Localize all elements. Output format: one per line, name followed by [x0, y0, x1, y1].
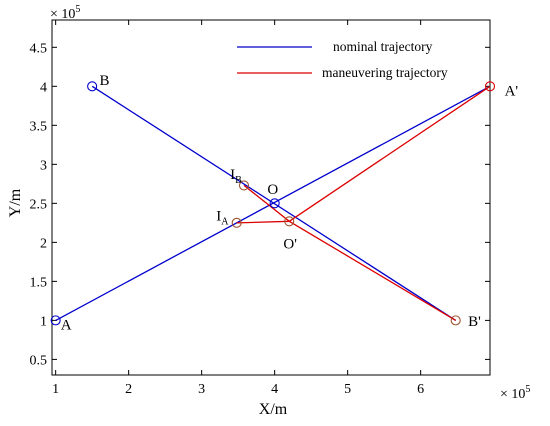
point-marker — [50, 315, 61, 326]
y-axis-multiplier: × 105 — [50, 4, 80, 22]
maneuvering-trajectory-segment — [243, 184, 457, 321]
x-tick-label: 6 — [417, 382, 424, 397]
plot-area: 1 2 3 4 5 6 0.5 1 1.5 2 2.5 3 3.5 4 4.5 A B O A' B' O' IA IB no… — [30, 19, 519, 397]
x-tick-label: 3 — [198, 382, 205, 397]
legend-label: nominal trajectory — [333, 39, 433, 54]
y-tick-label: 3.5 — [30, 119, 48, 134]
y-tick-label: 4 — [40, 80, 47, 95]
point-marker — [231, 217, 242, 228]
point-marker — [484, 81, 496, 92]
point-marker — [87, 81, 98, 92]
point-marker — [269, 198, 280, 209]
point-marker — [284, 216, 295, 227]
y-tick-label: 4.5 — [30, 41, 48, 56]
point-label: O' — [283, 237, 297, 253]
legend-label: maneuvering trajectory — [322, 65, 448, 80]
point-label: B — [99, 73, 109, 89]
y-tick-label: 2.5 — [30, 197, 48, 212]
x-tick-label: 5 — [344, 382, 351, 397]
y-tick-label: 3 — [40, 158, 47, 173]
point-label: B' — [468, 314, 481, 330]
point-label: A — [61, 318, 72, 334]
trajectory-lines — [55, 85, 490, 321]
nominal-trajectory-segment — [91, 85, 457, 321]
legend: nominal trajectory maneuvering trajectory — [237, 39, 448, 80]
y-tick-label: 2 — [40, 236, 47, 251]
y-tick-label: 1.5 — [30, 275, 48, 290]
point-marker — [450, 315, 461, 326]
point-label: IA — [216, 209, 229, 228]
x-tick-label: 1 — [52, 382, 59, 397]
point-marker — [238, 180, 250, 191]
x-axis-label: X/m — [259, 401, 288, 418]
y-tick-label: 1 — [40, 314, 47, 329]
axes-frame — [51, 19, 491, 376]
y-tick-label: 0.5 — [30, 353, 48, 368]
point-label: O — [267, 182, 278, 198]
x-tick-label: 4 — [271, 382, 278, 397]
y-axis-label: Y/m — [7, 188, 24, 217]
x-tick-label: 2 — [125, 382, 132, 397]
x-axis-multiplier: × 105 — [500, 384, 530, 402]
point-label: A' — [505, 84, 519, 100]
point-label: IB — [230, 167, 242, 186]
